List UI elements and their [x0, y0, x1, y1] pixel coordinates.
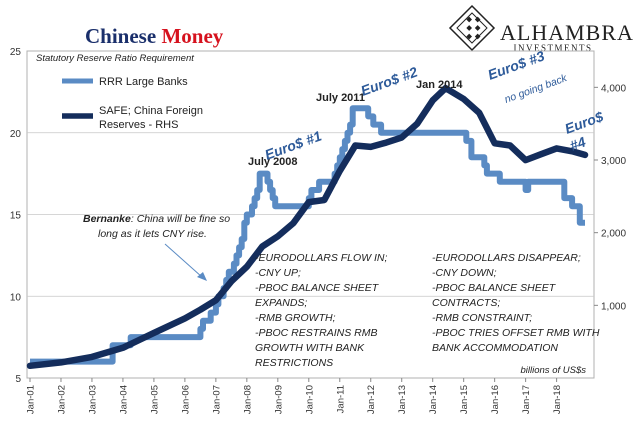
bernanke-arrow-line: [164, 243, 203, 278]
legend-label-safe-line-1: SAFE; China Foreign: [99, 105, 203, 117]
x-tick-label: Jan-02: [56, 385, 67, 414]
note-left-line: -PBOC BALANCE SHEET: [255, 282, 380, 294]
legend-label-safe: SAFE; China Foreign Reserves - RHS: [99, 105, 206, 131]
x-tick-label: Jan-11: [335, 385, 346, 413]
alhambra-logo-icon: [448, 4, 496, 52]
note-left-line: EXPANDS;: [255, 297, 307, 309]
annotation-july-2008: July 2008: [248, 156, 298, 168]
notes-left: -EURODOLLARS FLOW IN; -CNY UP; -PBOC BALAN…: [255, 252, 388, 369]
right-axis-ticks: 1,000 2,000 3,000 4,000: [594, 83, 626, 312]
annotation-july-2011: July 2011: [316, 92, 365, 104]
y-left-tick-label: 20: [10, 129, 22, 140]
x-tick-label: Jan-10: [304, 385, 315, 414]
title-part-1: Chinese: [85, 24, 161, 48]
y-left-tick-label: 15: [10, 211, 22, 222]
note-right-line: -CNY DOWN;: [432, 267, 497, 279]
y-left-tick-label: 25: [10, 47, 22, 58]
bernanke-arrow-head: [197, 272, 207, 281]
gridlines: [27, 132, 594, 297]
y-left-tick-label: 5: [15, 374, 21, 385]
note-left-line: RESTRICTIONS: [255, 357, 333, 369]
annotation-bernanke-line-1: Bernanke: China will be fine so: [83, 213, 230, 225]
y-left-tick-label: 10: [10, 292, 22, 303]
y-right-tick-label: 4,000: [601, 83, 626, 94]
annotation-jan-2014: Jan 2014: [416, 79, 463, 91]
note-right-line: -PBOC TRIES OFFSET RMB WITH: [432, 327, 600, 339]
x-axis-ticks: Jan-01 Jan-02 Jan-03 Jan-04 Jan-05 Jan-06 Jan-…: [26, 378, 563, 414]
note-right-line: -PBOC BALANCE SHEET: [432, 282, 557, 294]
x-tick-label: Jan-18: [552, 385, 563, 414]
x-tick-label: Jan-12: [366, 385, 377, 414]
note-right-line: -RMB CONSTRAINT;: [432, 312, 532, 324]
x-tick-label: Jan-04: [118, 385, 129, 414]
title-part-2: Money: [161, 24, 223, 48]
note-left-line: -EURODOLLARS FLOW IN;: [255, 252, 388, 264]
x-tick-label: Jan-05: [149, 385, 160, 414]
logo-sub: INVESTMENTS: [514, 43, 593, 53]
chart-title: Chinese Money: [85, 24, 224, 48]
y-right-tick-label: 2,000: [601, 229, 626, 240]
x-tick-label: Jan-13: [397, 385, 408, 414]
x-tick-label: Jan-06: [180, 385, 191, 414]
note-right-line: BANK ACCOMMODATION: [432, 342, 558, 354]
annotation-euro-4b: #4: [568, 133, 588, 153]
x-tick-label: Jan-14: [428, 385, 439, 414]
annotation-bernanke-rest: : China will be fine so: [131, 213, 230, 225]
annotation-bernanke-line-2: long as it lets CNY rise.: [98, 228, 207, 240]
x-tick-label: Jan-08: [242, 385, 253, 414]
right-axis-unit-label: billions of US$s: [521, 365, 587, 376]
annotation-bernanke-name: Bernanke: [83, 213, 131, 225]
series-safe-reserves: [26, 84, 589, 370]
chart-subtitle: Statutory Reserve Ratio Requirement: [36, 53, 194, 64]
notes-right: -EURODOLLARS DISAPPEAR; -CNY DOWN; -PBOC B…: [432, 252, 600, 354]
left-axis-ticks: 5 10 15 20 25: [10, 47, 22, 385]
x-tick-label: Jan-07: [211, 385, 222, 414]
annotation-euro-3-sub: no going back: [503, 72, 569, 106]
note-right-line: -EURODOLLARS DISAPPEAR;: [432, 252, 581, 264]
note-left-line: -PBOC RESTRAINS RMB: [255, 327, 378, 339]
logo-name: ALHAMBRA: [500, 20, 634, 45]
x-tick-label: Jan-15: [459, 385, 470, 414]
note-left-line: -CNY UP;: [255, 267, 301, 279]
legend: RRR Large Banks SAFE; China Foreign Rese…: [62, 76, 206, 131]
x-tick-label: Jan-16: [490, 385, 501, 414]
y-right-tick-label: 1,000: [601, 301, 626, 312]
note-left-line: GROWTH WITH BANK: [255, 342, 365, 354]
x-tick-label: Jan-17: [521, 385, 532, 414]
legend-label-rrr: RRR Large Banks: [99, 76, 188, 88]
alhambra-logo: ALHAMBRA INVESTMENTS: [448, 4, 634, 53]
x-tick-label: Jan-09: [273, 385, 284, 414]
y-right-tick-label: 3,000: [601, 156, 626, 167]
x-tick-label: Jan-03: [87, 385, 98, 414]
x-tick-label: Jan-01: [26, 385, 37, 414]
legend-label-safe-line-2: Reserves - RHS: [99, 119, 178, 131]
note-left-line: -RMB GROWTH;: [255, 312, 336, 324]
note-right-line: CONTRACTS;: [432, 297, 500, 309]
annotation-euro-2: Euro$ #2: [359, 63, 420, 98]
